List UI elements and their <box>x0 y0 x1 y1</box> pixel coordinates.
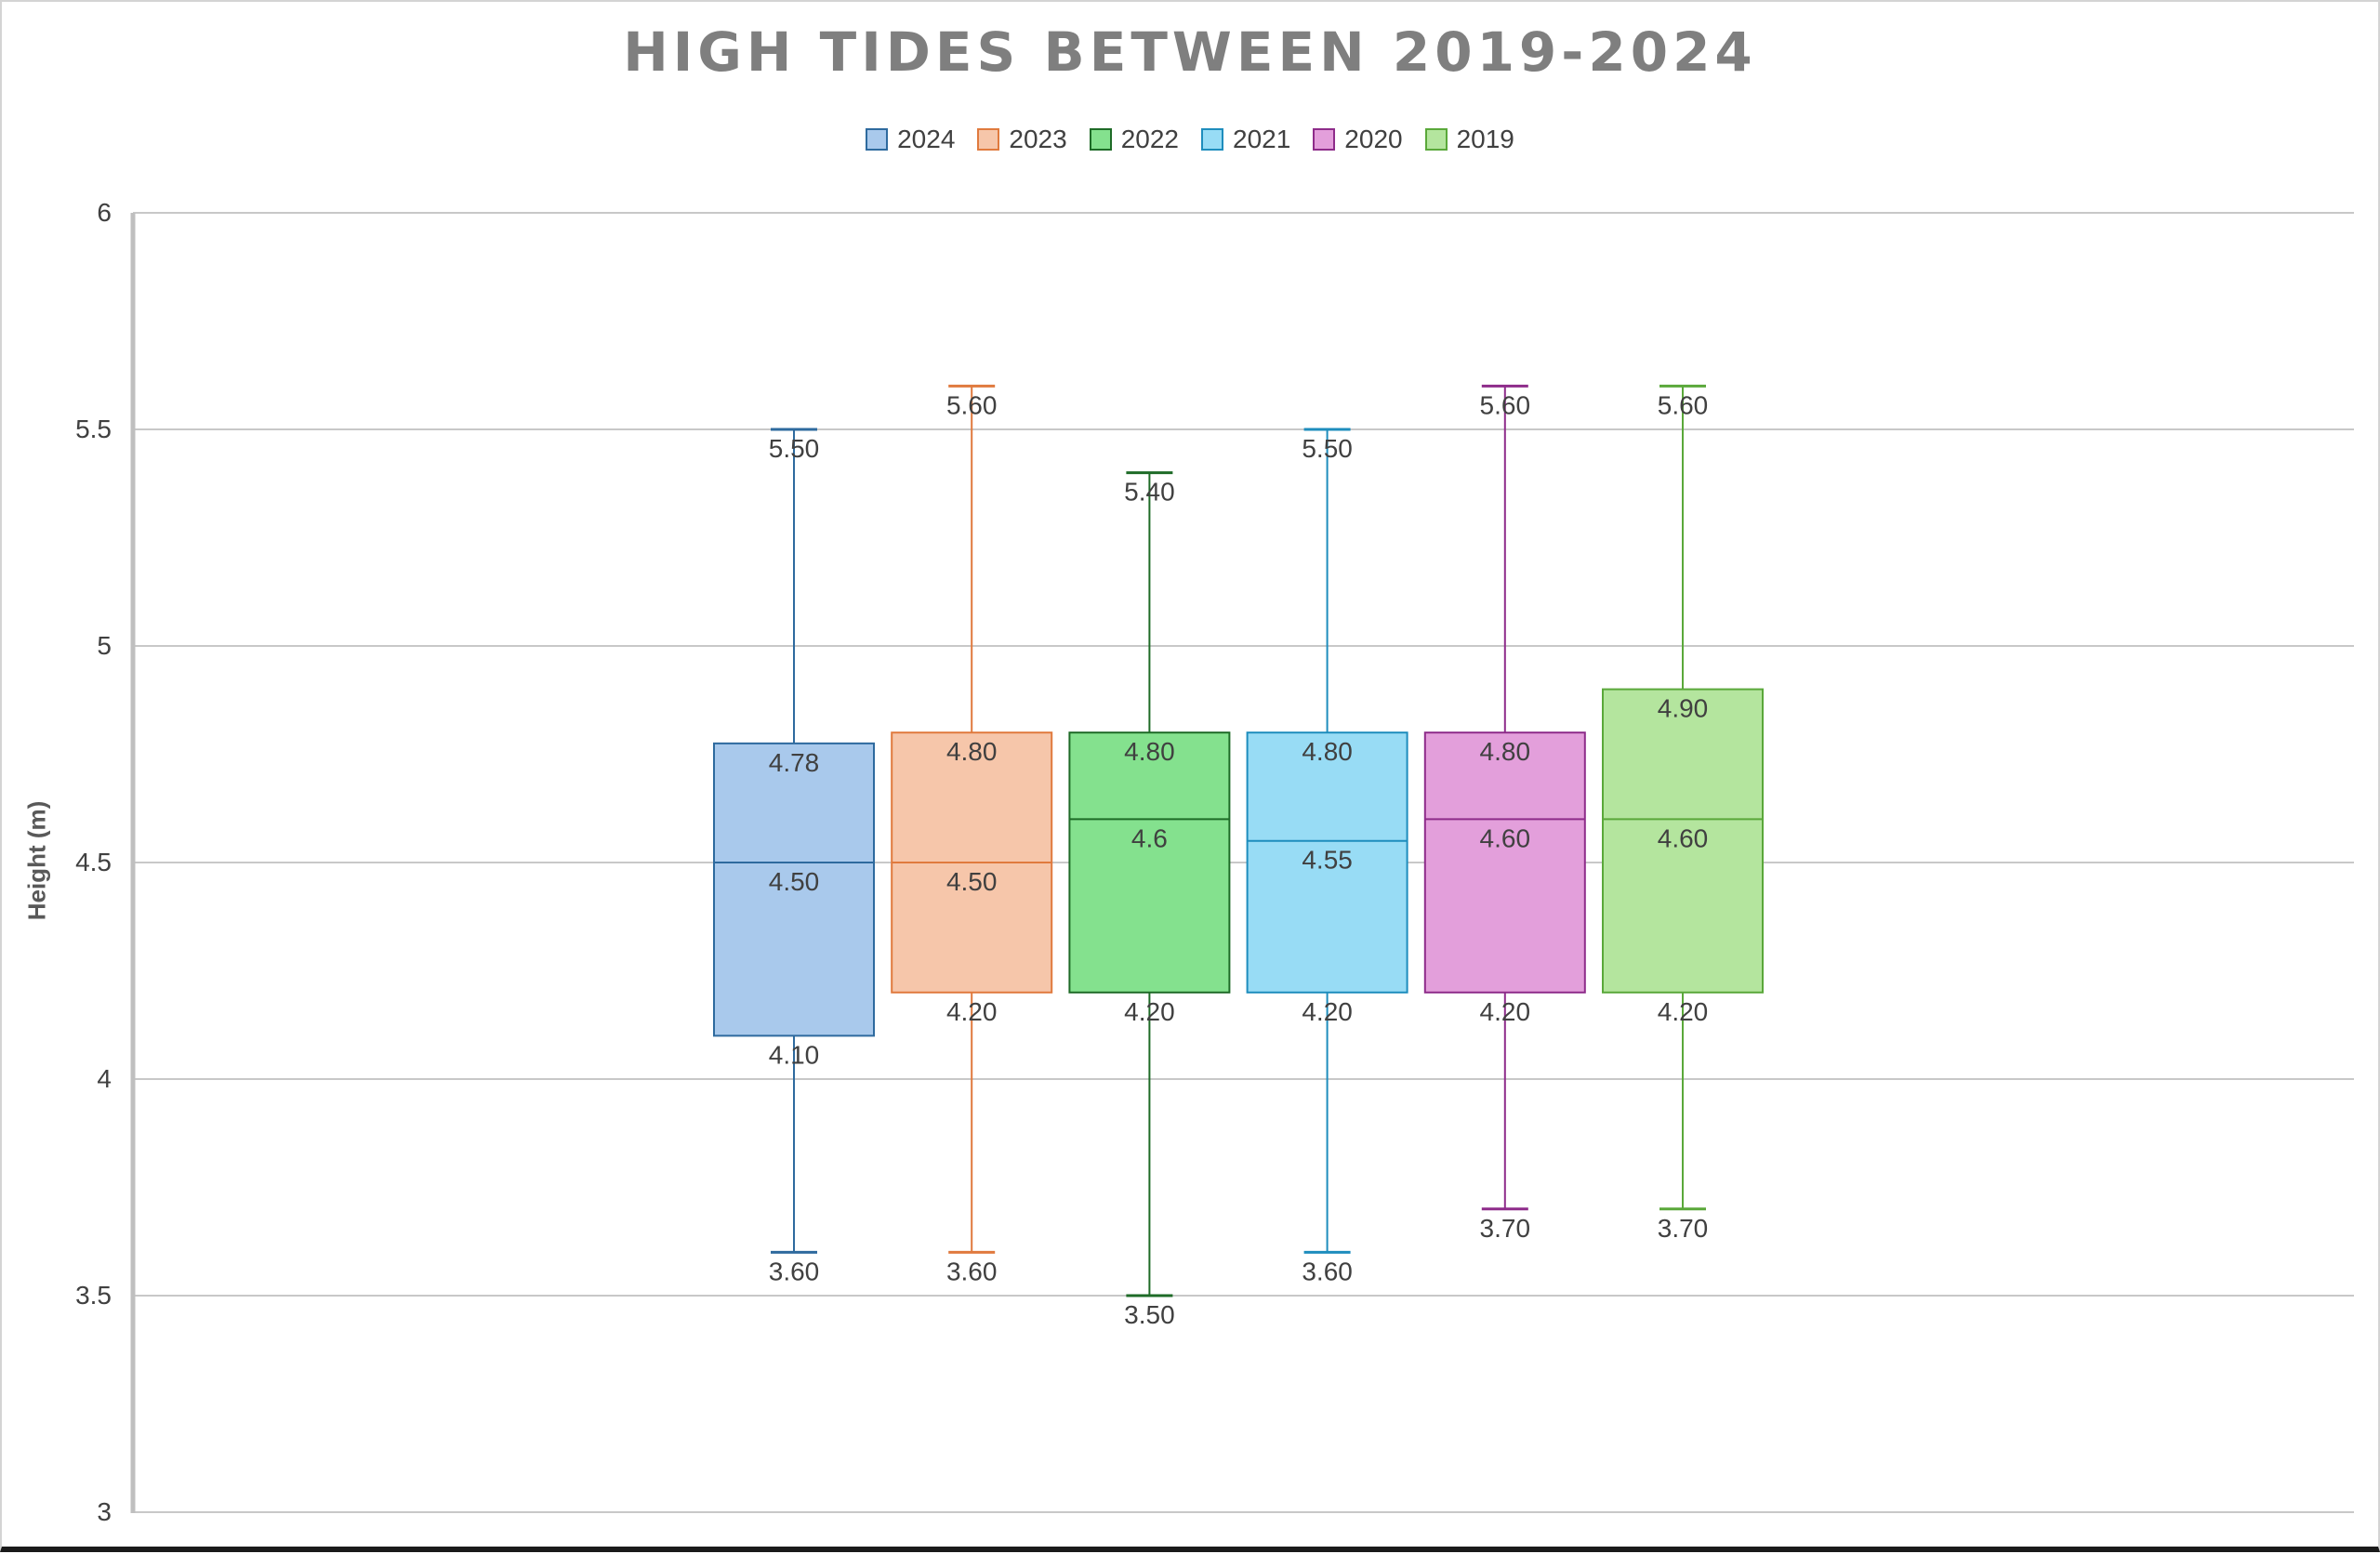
median-label-2020: 4.60 <box>1480 823 1531 852</box>
legend-label-2022: 2022 <box>1120 125 1179 153</box>
q1-label-2024: 4.10 <box>769 1040 820 1069</box>
legend-swatch-2020 <box>1313 128 1336 151</box>
y-tick-label-4: 5 <box>97 631 112 660</box>
median-label-2024: 4.50 <box>769 867 820 896</box>
box-2022 <box>1068 731 1231 994</box>
max-label-2024: 5.50 <box>769 434 820 463</box>
legend-label-2021: 2021 <box>1233 125 1291 153</box>
q3-label-2022: 4.80 <box>1124 737 1175 766</box>
q1-label-2020: 4.20 <box>1480 997 1531 1026</box>
max-label-2021: 5.50 <box>1302 434 1353 463</box>
legend-item-2019: 2019 <box>1424 125 1514 154</box>
legend-label-2019: 2019 <box>1456 125 1514 153</box>
legend-label-2023: 2023 <box>1009 125 1067 153</box>
legend-item-2024: 2024 <box>866 125 955 154</box>
min-label-2020: 3.70 <box>1480 1214 1531 1243</box>
legend-item-2022: 2022 <box>1089 125 1179 154</box>
q1-label-2023: 4.20 <box>946 997 998 1026</box>
legend-swatch-2021 <box>1201 128 1223 151</box>
legend-label-2024: 2024 <box>897 125 956 153</box>
max-label-2023: 5.60 <box>946 390 998 419</box>
median-label-2019: 4.60 <box>1658 823 1709 852</box>
q3-label-2020: 4.80 <box>1480 737 1531 766</box>
legend-swatch-2024 <box>866 128 889 151</box>
legend-swatch-2022 <box>1089 128 1112 151</box>
median-label-2021: 4.55 <box>1302 846 1353 875</box>
min-label-2024: 3.60 <box>769 1257 820 1285</box>
y-tick-label-2: 4 <box>97 1064 112 1093</box>
min-label-2023: 3.60 <box>946 1257 998 1285</box>
legend: 2024 2023 2022 2021 2020 2019 <box>0 125 2380 154</box>
q1-label-2022: 4.20 <box>1124 997 1175 1026</box>
max-label-2019: 5.60 <box>1658 390 1709 419</box>
legend-item-2023: 2023 <box>977 125 1067 154</box>
box-2020 <box>1423 731 1586 994</box>
y-tick-label-3: 4.5 <box>75 848 112 876</box>
q3-label-2024: 4.78 <box>769 748 820 777</box>
legend-item-2021: 2021 <box>1201 125 1290 154</box>
y-tick-label-5: 5.5 <box>75 415 112 443</box>
box-2019 <box>1602 688 1764 994</box>
y-tick-label-0: 3 <box>97 1497 112 1526</box>
q3-label-2023: 4.80 <box>946 737 998 766</box>
median-label-2022: 4.6 <box>1131 823 1168 852</box>
max-label-2020: 5.60 <box>1480 390 1531 419</box>
q1-label-2019: 4.20 <box>1658 997 1709 1026</box>
box-2024 <box>713 742 875 1037</box>
y-tick-label-6: 6 <box>97 198 112 227</box>
min-label-2021: 3.60 <box>1302 1257 1353 1285</box>
legend-item-2020: 2020 <box>1313 125 1403 154</box>
y-tick-label-1: 3.5 <box>75 1281 112 1310</box>
chart-title: HIGH TIDES BETWEEN 2019-2024 <box>623 20 1757 84</box>
max-label-2022: 5.40 <box>1124 478 1175 507</box>
min-label-2019: 3.70 <box>1658 1214 1709 1243</box>
legend-swatch-2023 <box>977 128 1000 151</box>
q1-label-2021: 4.20 <box>1302 997 1353 1026</box>
q3-label-2019: 4.90 <box>1658 694 1709 723</box>
median-label-2023: 4.50 <box>946 867 998 896</box>
legend-label-2020: 2020 <box>1344 125 1403 153</box>
legend-swatch-2019 <box>1424 128 1448 151</box>
box-2021 <box>1246 731 1408 994</box>
q3-label-2021: 4.80 <box>1302 737 1353 766</box>
min-label-2022: 3.50 <box>1124 1300 1175 1329</box>
